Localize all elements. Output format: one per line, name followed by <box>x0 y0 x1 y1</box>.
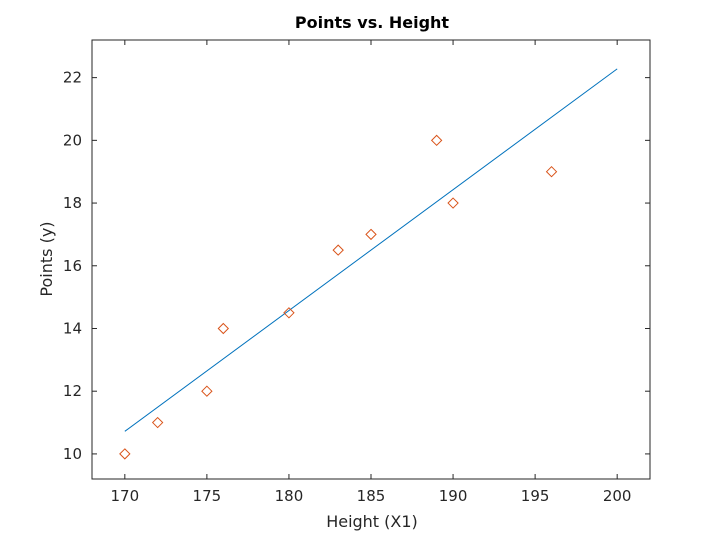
y-tick-label: 10 <box>63 445 82 463</box>
data-point <box>283 307 295 319</box>
regression-line <box>124 68 618 432</box>
x-tick-label: 180 <box>275 487 304 505</box>
y-tick-label: 22 <box>63 69 82 87</box>
x-tick-label: 200 <box>603 487 632 505</box>
data-point <box>217 322 230 335</box>
axes-box <box>91 39 651 480</box>
data-point <box>201 385 213 397</box>
y-tick-label: 14 <box>63 319 82 337</box>
y-tick-label: 16 <box>63 257 82 275</box>
y-tick-label: 12 <box>63 382 82 400</box>
data-point <box>365 228 377 241</box>
data-point <box>151 416 164 429</box>
x-axis: 170 175 180 185 190 195 200 <box>111 40 632 505</box>
data-point <box>447 197 459 209</box>
x-tick-label: 195 <box>521 487 550 505</box>
x-tick-label: 175 <box>193 487 222 505</box>
data-point <box>430 134 443 147</box>
y-tick-label: 20 <box>63 131 82 149</box>
y-axis-label: Points (y) <box>37 221 56 296</box>
x-tick-label: 190 <box>439 487 468 505</box>
data-point <box>332 244 344 256</box>
y-tick-label: 18 <box>63 194 82 212</box>
y-axis: 10 12 14 16 18 20 22 <box>63 69 650 463</box>
plot-content <box>119 68 618 460</box>
x-tick-label: 185 <box>357 487 386 505</box>
x-axis-label: Height (X1) <box>326 512 418 531</box>
chart-title: Points vs. Height <box>295 13 450 32</box>
x-tick-label: 170 <box>111 487 140 505</box>
data-point <box>119 448 131 460</box>
data-point <box>545 165 558 178</box>
